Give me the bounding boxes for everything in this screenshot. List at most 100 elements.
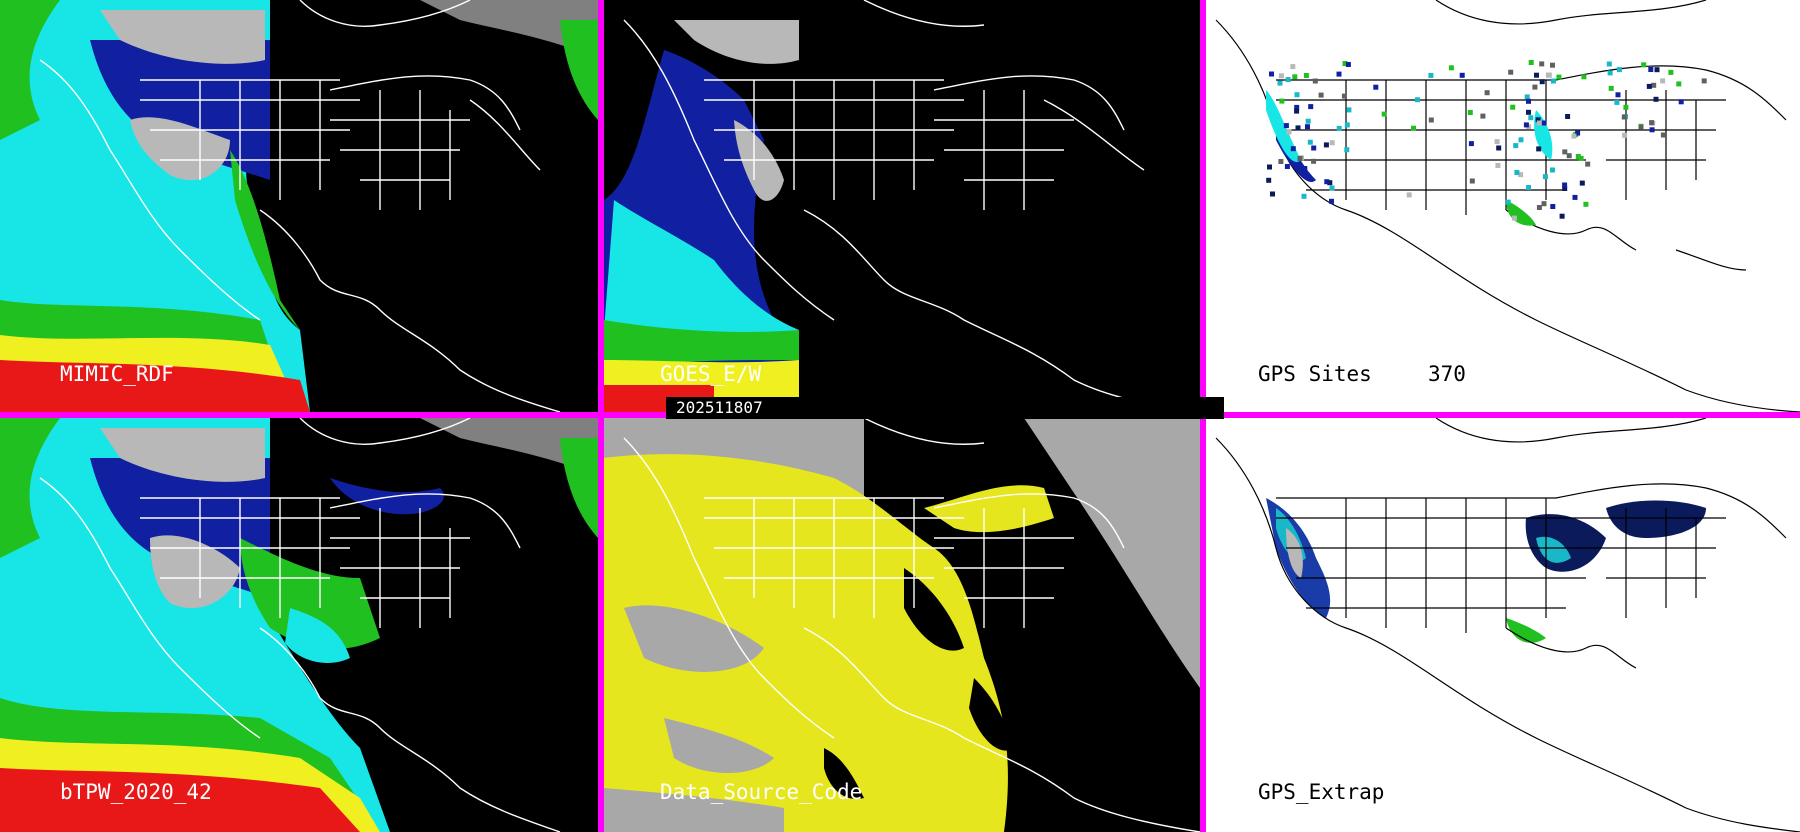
gps-site-marker [1495,163,1501,168]
gps-site-marker [1660,132,1666,138]
gps-site-marker [1318,92,1324,98]
gps-site-marker [1541,201,1547,207]
gps-site-marker [1646,83,1652,89]
gps-site-marker [1267,164,1272,170]
gps-site-marker [1566,153,1572,159]
gps-site-marker [1297,156,1303,161]
mimic-map [0,0,598,412]
gps-site-marker [1283,123,1289,129]
gps-site-marker [1327,180,1333,186]
gps-site-marker [1323,142,1329,148]
panel-btpw: bTPW_2020_42 [0,418,598,832]
divider-vertical-left [598,0,604,832]
gps-site-marker [1336,71,1342,77]
gps-site-marker [1607,70,1613,76]
gps-site-marker [1286,129,1292,135]
gps-site-marker [1562,186,1568,191]
gps-site-marker [1305,118,1311,124]
gps-site-marker [1518,172,1524,178]
gps-site-marker [1329,198,1334,204]
gps-site-marker [1678,99,1684,105]
gps-site-marker [1484,90,1490,96]
panel-label-mimic: MIMIC_RDF [60,362,174,386]
gps-site-marker [1294,104,1300,110]
gps-site-marker [1649,120,1655,126]
gps-site-marker [1532,84,1538,90]
gps-site-marker [1308,104,1314,110]
gps-site-marker [1303,73,1309,78]
gps-site-marker [1324,179,1330,185]
gps-site-marker [1294,92,1300,98]
gps-site-marker [1305,124,1310,130]
gps-site-marker [1469,178,1475,184]
gps-site-marker [1448,65,1454,71]
gps-site-marker [1542,174,1548,180]
gps-site-marker [1653,96,1659,102]
gps-site-marker [1546,72,1552,78]
gps-site-marker [1621,114,1627,120]
gps-site-marker [1575,154,1581,159]
gps-site-marker [1535,117,1541,123]
gps-site-marker [1428,117,1434,123]
gps-site-marker [1550,62,1555,68]
gps-site-marker [1279,98,1285,104]
gps-site-marker [1539,79,1545,85]
gps-site-marker [1526,109,1531,115]
gps-site-marker [1641,62,1647,68]
gps-site-marker [1270,191,1275,197]
gps-site-marker [1467,110,1473,115]
gps-site-marker [1526,185,1532,190]
gps-site-marker [1414,97,1420,103]
gps-site-marker [1581,74,1587,80]
gps-site-marker [1622,132,1628,138]
gps-site-marker [1701,78,1707,84]
gps-site-marker [1329,140,1335,146]
gps-site-count: 370 [1428,362,1466,386]
gps-site-marker [1524,94,1530,100]
gps-site-marker [1518,137,1524,143]
gps-site-marker [1615,92,1621,98]
gps-site-marker [1550,78,1556,84]
gps-site-marker [1526,98,1531,104]
gps-site-marker [1269,71,1274,77]
gps-site-marker [1266,177,1272,183]
data-source-map [604,418,1200,832]
gps-site-marker [1550,167,1555,173]
gps-site-marker [1301,193,1307,199]
gps-site-marker [1312,78,1318,84]
gps-site-marker [1277,80,1283,86]
gps-site-marker [1373,84,1379,90]
timestamp-label: 202511807 [666,397,1224,419]
gps-site-marker [1494,139,1500,145]
gps-site-marker [1585,161,1591,167]
gps-site-marker [1311,145,1317,151]
gps-site-marker [1344,147,1350,153]
panel-label-gps-sites: GPS Sites [1258,362,1372,386]
gps-site-marker [1513,143,1519,149]
gps-site-marker [1536,120,1542,126]
gps-site-marker [1294,108,1300,114]
gps-site-marker [1578,155,1584,161]
gps-site-marker [1562,149,1568,155]
gps-site-marker [1311,158,1317,164]
gps-site-marker [1571,133,1577,139]
gps-site-marker [1528,115,1534,121]
panel-goes: GOES_E/W [604,0,1200,412]
btpw-map [0,418,598,832]
gps-site-marker [1651,82,1657,88]
gps-site-marker [1606,61,1612,67]
panel-label-gps-extrap: GPS_Extrap [1258,780,1385,804]
panel-label-data-source: Data_Source_Code [660,780,863,804]
panel-data-source: Data_Source_Code [604,418,1200,832]
gps-site-marker [1342,61,1348,66]
gps-site-marker [1608,85,1614,91]
gps-site-marker [1508,69,1514,75]
gps-site-marker [1514,170,1520,175]
gps-site-marker [1668,69,1674,75]
gps-site-marker [1278,159,1284,164]
gps-site-marker [1648,67,1654,72]
gps-site-marker [1406,192,1412,198]
gps-site-marker [1381,111,1387,117]
gps-site-marker [1528,60,1534,65]
gps-site-marker [1510,104,1516,110]
